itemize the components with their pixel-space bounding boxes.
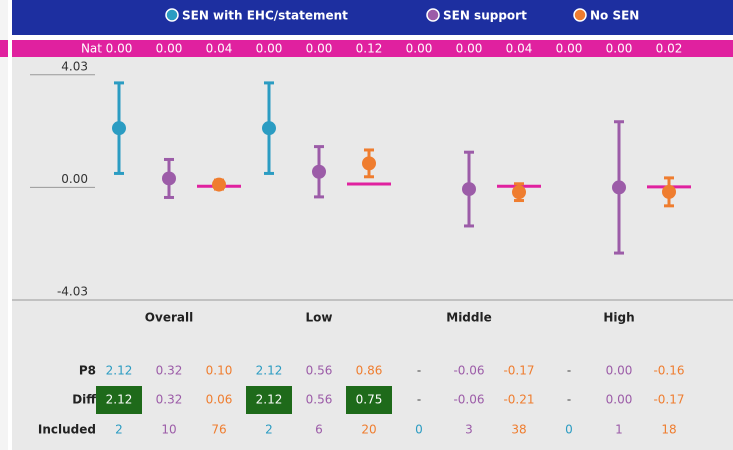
cell: 0.75 (356, 393, 383, 407)
cell: 38 (511, 423, 526, 437)
cell: 0.06 (206, 393, 233, 407)
row-label: P8 (79, 364, 96, 378)
cell: - (417, 393, 421, 407)
cell: -0.17 (653, 393, 684, 407)
cell: 20 (361, 423, 376, 437)
cell: -0.21 (503, 393, 534, 407)
category-label: High (603, 311, 634, 325)
point (212, 177, 226, 192)
point (662, 184, 676, 199)
y-tick-label: -4.03 (57, 285, 88, 299)
legend-bar (12, 0, 733, 35)
legend-label: No SEN (590, 9, 639, 23)
cell: 2.12 (106, 364, 133, 378)
cell: - (567, 364, 571, 378)
cell: 10 (161, 423, 176, 437)
cell: 0.56 (306, 364, 333, 378)
cell: -0.17 (503, 364, 534, 378)
cell: 0.32 (156, 364, 183, 378)
cell: 76 (211, 423, 226, 437)
legend-marker (573, 8, 587, 22)
legend-marker (426, 8, 440, 22)
row-label: Included (38, 423, 96, 437)
cell: 3 (465, 423, 473, 437)
nat-value: 0.04 (206, 42, 233, 56)
point (462, 182, 476, 197)
cell: 2 (265, 423, 273, 437)
highlight-box (346, 386, 392, 414)
cell: 0.00 (606, 393, 633, 407)
nat-value: 0.00 (256, 42, 283, 56)
cell: 1 (615, 423, 623, 437)
nat-bar (12, 40, 733, 57)
nat-value: 0.00 (106, 42, 133, 56)
cell: 2.12 (256, 393, 283, 407)
nat-value: 0.12 (356, 42, 383, 56)
category-label: Overall (145, 311, 193, 325)
cell: 2.12 (106, 393, 133, 407)
legend-label: SEN with EHC/statement (182, 9, 348, 23)
cell: 18 (661, 423, 676, 437)
nat-value: 0.00 (156, 42, 183, 56)
nat-value: 0.00 (556, 42, 583, 56)
highlight-box (246, 386, 292, 414)
nat-value: 0.02 (656, 42, 683, 56)
legend-label: SEN support (443, 9, 527, 23)
cell: -0.16 (653, 364, 684, 378)
side-panel-band (0, 40, 8, 57)
panel-background (12, 57, 733, 450)
legend-marker (165, 8, 179, 22)
side-panel (0, 0, 8, 450)
nat-value: 0.00 (456, 42, 483, 56)
cell: 0 (415, 423, 423, 437)
cell: - (567, 393, 571, 407)
cell: 6 (315, 423, 323, 437)
point (162, 171, 176, 186)
point (262, 121, 276, 136)
cell: 0.56 (306, 393, 333, 407)
point (362, 156, 376, 171)
cell: - (417, 364, 421, 378)
cell: 0.10 (206, 364, 233, 378)
cell: -0.06 (453, 364, 484, 378)
point (112, 121, 126, 136)
cell: 0 (565, 423, 573, 437)
point (512, 185, 526, 200)
y-tick-label: 0.00 (61, 172, 88, 186)
cell: 2.12 (256, 364, 283, 378)
cell: -0.06 (453, 393, 484, 407)
cell: 0.00 (606, 364, 633, 378)
nat-value: 0.04 (506, 42, 533, 56)
point (312, 164, 326, 179)
highlight-box (96, 386, 142, 414)
point (612, 180, 626, 195)
y-tick-label: 4.03 (61, 59, 88, 73)
category-label: Middle (446, 311, 492, 325)
nat-value: 0.00 (306, 42, 333, 56)
category-label: Low (306, 311, 333, 325)
row-label: Diff (72, 393, 96, 407)
nat-title: Nat (81, 42, 102, 56)
cell: 2 (115, 423, 123, 437)
nat-value: 0.00 (406, 42, 433, 56)
cell: 0.32 (156, 393, 183, 407)
cell: 0.86 (356, 364, 383, 378)
nat-value: 0.00 (606, 42, 633, 56)
